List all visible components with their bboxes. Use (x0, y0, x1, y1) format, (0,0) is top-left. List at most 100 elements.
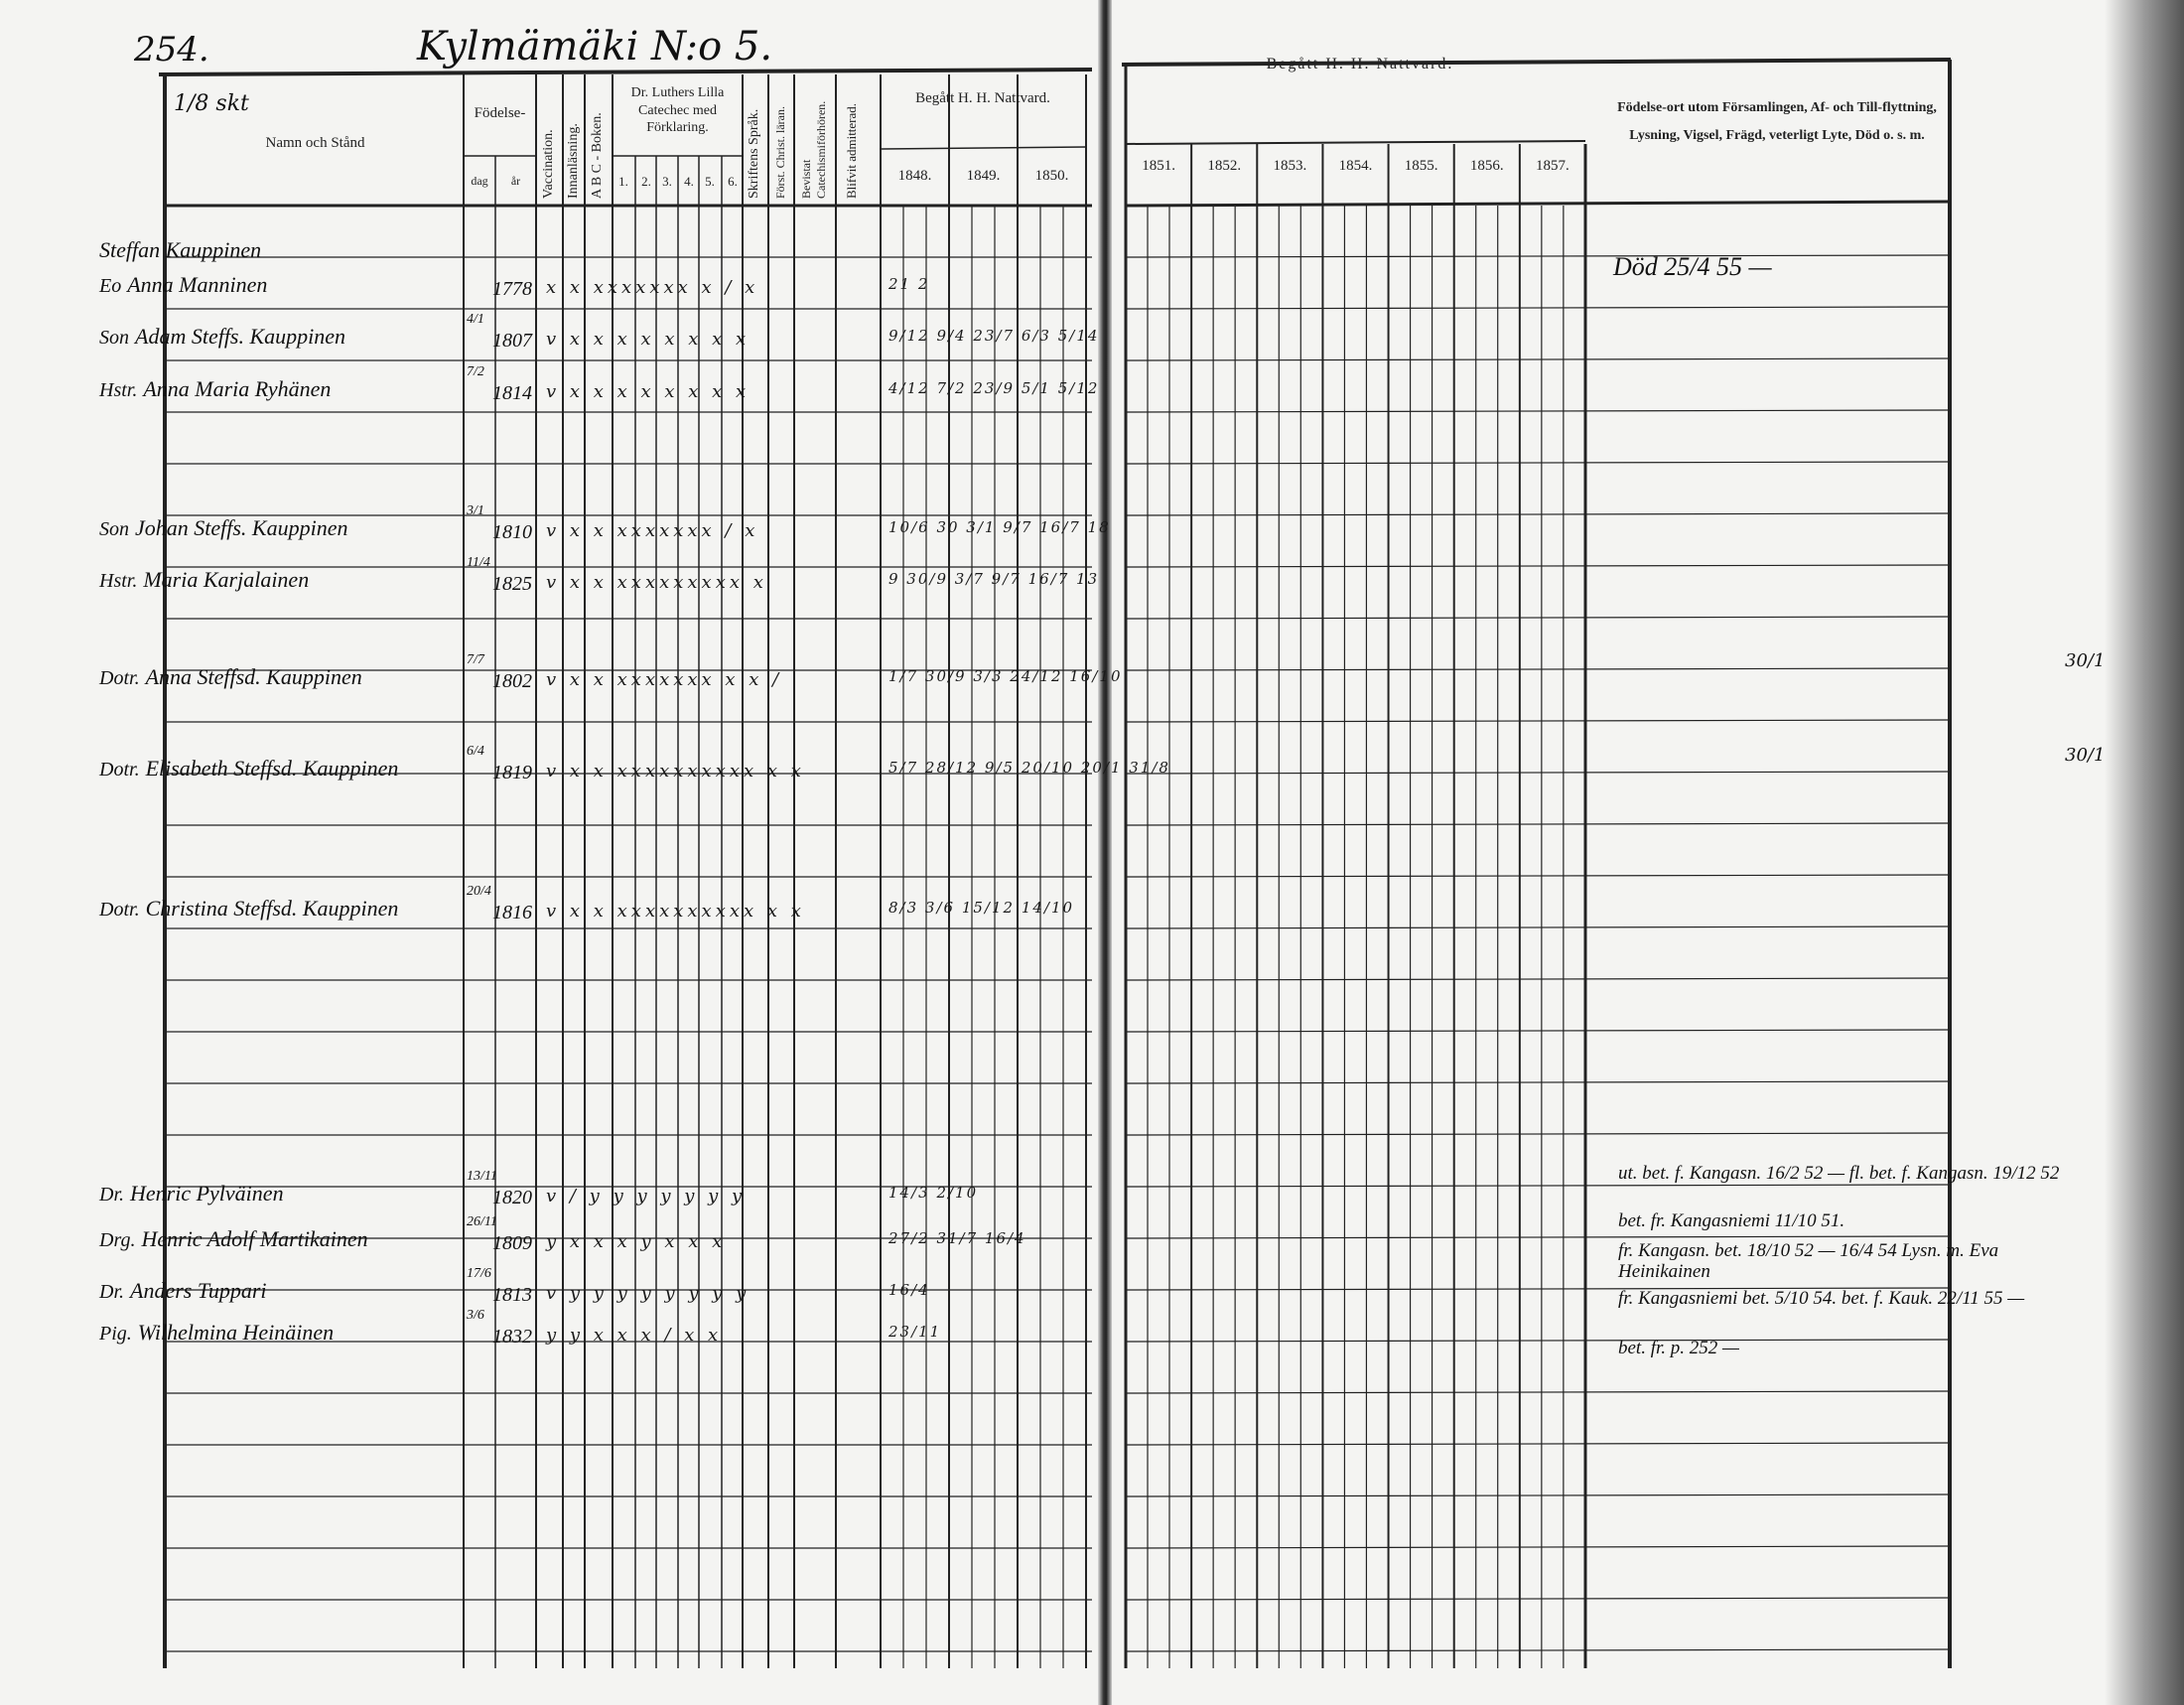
row-rule (1125, 1442, 1951, 1446)
row-rule (1125, 1080, 1951, 1084)
row-status: Drg. (99, 1229, 136, 1251)
row-name-cell: Steffan Kauppinen (99, 238, 457, 261)
row-name-cell: Dotr. Anna Steffsd. Kauppinen (99, 665, 457, 689)
row-communion-marks: 14/3 2/10 (888, 1184, 979, 1202)
row-rule (1125, 874, 1951, 878)
header-sub-rule (1125, 140, 1586, 145)
row-rule (1125, 1184, 1951, 1188)
row-communion-marks: 1/7 30/9 3/3 24/12 16/10 (888, 667, 1123, 685)
col-luther: Dr. Luthers Lilla Catecheс med Förklarin… (630, 85, 725, 135)
row-rule (1125, 771, 1951, 775)
remark-entry: ut. bet. f. Kangasn. 16/2 52 — fl. bet. … (1618, 1163, 2060, 1184)
table-top-rule (1121, 58, 1952, 67)
row-communion-marks: 9/12 9/4 23/7 6/3 5/14 (888, 327, 1100, 345)
row-birth-day: 13/11 (467, 1169, 497, 1184)
row-communion-marks: 16/4 (888, 1281, 930, 1299)
row-name: Wilhelmina Heinäinen (137, 1320, 335, 1345)
row-birth-year: 1810 (492, 521, 532, 543)
row-rule (1125, 409, 1951, 413)
row-communion-marks: 10/6 30 3/1 9/7 16/7 18 (888, 518, 1111, 536)
row-rule (1125, 1493, 1951, 1497)
row-birth-day: 7/7 (467, 652, 484, 667)
row-communion-marks: 5/7 28/12 9/5 20/10 20/1 31/8 (888, 759, 1170, 777)
row-communion-marks: 4/12 7/2 23/9 5/1 5/12 (888, 379, 1100, 397)
row-birth-year: 1825 (492, 573, 532, 595)
row-birth-day: 6/4 (467, 744, 484, 759)
row-communion-marks: 9 30/9 3/7 9/7 16/7 13 (888, 570, 1100, 588)
row-name: Henric Adolf Martikainen (141, 1226, 368, 1251)
remark-entry: Död 25/4 55 — (1613, 252, 1772, 281)
row-catechism-marks: v x x xxxxxxx / x (546, 520, 759, 541)
row-catechism-marks: v x x x x x x x x (546, 329, 751, 350)
row-name-cell: Hstr. Anna Maria Ryhänen (99, 377, 457, 401)
row-catechism-marks: v x x xxxxxxxxxx x x (546, 901, 805, 922)
col-remarks-header: Födelse-ort utom Församlingen, Af- och T… (1617, 100, 1937, 143)
row-rule (1125, 1648, 1951, 1652)
row-birth-day: 20/4 (467, 884, 491, 899)
row-birth-year: 1807 (492, 330, 532, 352)
row-rule (1125, 977, 1951, 981)
year-label: 1853. (1273, 158, 1307, 174)
row-name-cell: Dr. Henric Pylväinen (99, 1182, 457, 1206)
row-rule (1125, 564, 1951, 568)
row-name: Maria Karjalainen (143, 567, 310, 592)
row-birth-day: 17/6 (467, 1266, 491, 1281)
row-status: Dotr. (99, 759, 140, 781)
row-birth-day: 3/1 (467, 503, 484, 518)
margin-note: 1/8 skt (174, 91, 249, 116)
far-margin-note: 30/1 (2065, 745, 2106, 766)
row-birth-day: 3/6 (467, 1308, 484, 1323)
row-name-cell: Drg. Henric Adolf Martikainen (99, 1227, 457, 1251)
row-catechism-marks: v x x xxxxxxxxxx x x (546, 761, 805, 781)
remark-entry: fr. Kangasniemi bet. 5/10 54. bet. f. Ka… (1618, 1288, 2025, 1309)
row-name: Elisabeth Steffsd. Kauppinen (145, 756, 399, 781)
row-name: Steffan Kauppinen (99, 237, 262, 262)
row-communion-marks: 23/11 (888, 1323, 942, 1341)
row-catechism-marks: v x x x x x x x x (546, 381, 751, 402)
luther-part-label: 3. (662, 174, 672, 189)
row-status: Hstr. (99, 570, 138, 592)
row-rule (1125, 306, 1951, 310)
table-top-rule (158, 68, 1093, 76)
row-status: Dr. (99, 1281, 125, 1303)
year-label: 1855. (1404, 158, 1438, 174)
row-name-cell: Son Adam Steffs. Kauppinen (99, 325, 457, 349)
row-rule (1125, 254, 1951, 258)
row-rule (1125, 925, 1951, 929)
row-rule (1125, 1339, 1951, 1343)
luther-part-label: 6. (728, 174, 738, 189)
row-rule (1125, 1390, 1951, 1394)
row-name: Adam Steffs. Kauppinen (135, 324, 346, 349)
row-name: Anders Tuppari (130, 1278, 267, 1303)
far-margin-note: 30/1 (2065, 650, 2106, 671)
col-birth-year: år (510, 174, 521, 188)
row-name: Anna Steffsd. Kauppinen (145, 664, 362, 689)
luther-part-label: 2. (641, 174, 651, 189)
row-name: Anna Manninen (127, 272, 268, 297)
row-rule (1125, 512, 1951, 516)
row-birth-day: 7/2 (467, 364, 484, 379)
row-status: Dr. (99, 1184, 125, 1206)
luther-part-label: 5. (705, 174, 715, 189)
row-rule (1125, 719, 1951, 723)
row-name: Johan Steffs. Kauppinen (135, 515, 348, 540)
row-name-cell: Dr. Anders Tuppari (99, 1279, 457, 1303)
farm-title: Kylmämäki N:o 5. (417, 24, 773, 70)
book-spine (1098, 0, 1112, 1705)
col-blifvit: Blifvit admitterad. (844, 102, 859, 199)
row-name-cell: Dotr. Christina Steffsd. Kauppinen (99, 897, 457, 921)
row-name-cell: Eo Anna Manninen (99, 273, 457, 297)
row-birth-year: 1819 (492, 762, 532, 783)
year-label: 1848. (897, 168, 932, 184)
row-rule (1125, 1597, 1951, 1601)
row-catechism-marks: v / y y y y y y y (546, 1186, 747, 1207)
col-name-header: Namn och Stånd (265, 135, 365, 151)
col-begatt-right: Begått H. H. Nattvard. (1266, 56, 1454, 72)
row-status: Dotr. (99, 899, 140, 921)
row-catechism-marks: y y x x x / x x (546, 1325, 723, 1346)
row-name-cell: Hstr. Maria Karjalainen (99, 568, 457, 592)
col-skriftens: Skriftens Språk. (747, 108, 761, 199)
row-birth-year: 1809 (492, 1232, 532, 1254)
row-rule (1125, 1029, 1951, 1033)
